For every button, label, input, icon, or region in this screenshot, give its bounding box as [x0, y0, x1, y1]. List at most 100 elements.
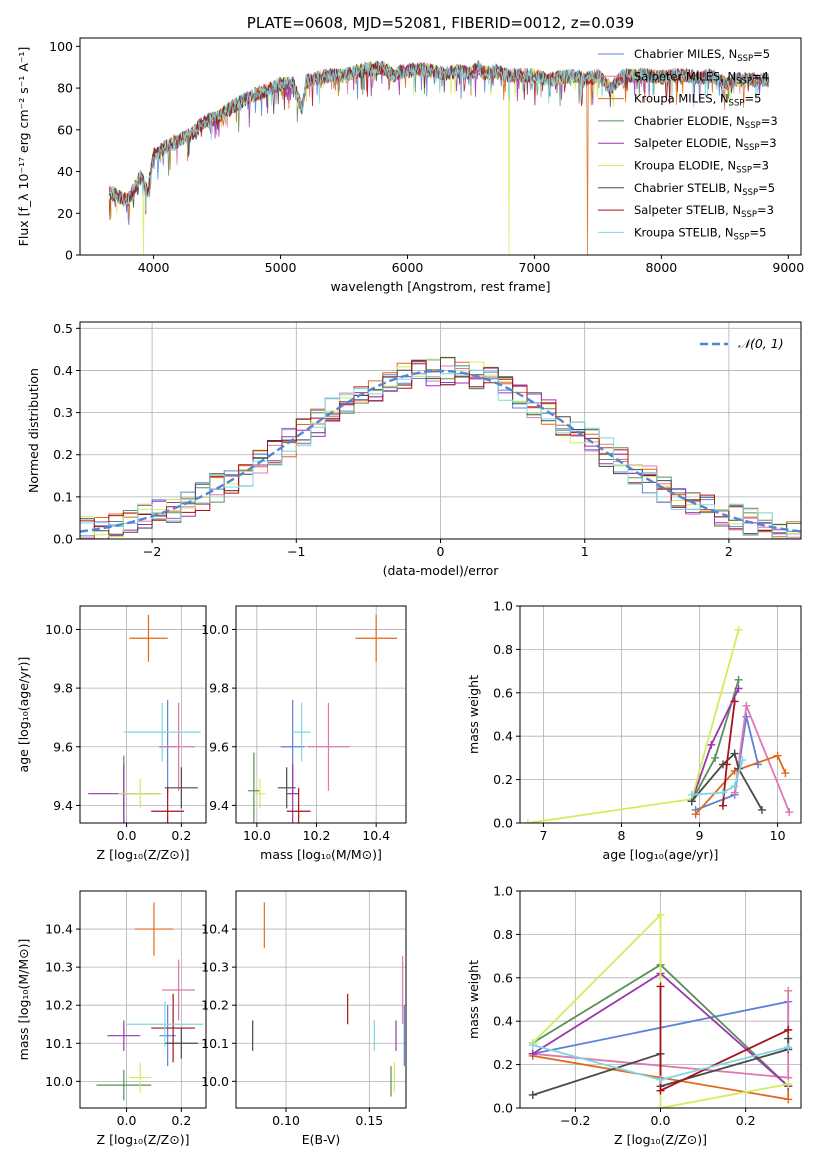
histogram-series — [80, 357, 801, 539]
weight-marker — [528, 1049, 537, 1058]
y-tick-label: 1.0 — [493, 884, 513, 899]
y-tick-label: 10.0 — [45, 622, 73, 637]
x-tick-label: 4000 — [138, 260, 170, 275]
y-tick-label: 0.4 — [493, 1014, 513, 1029]
y-tick-label: 0.3 — [53, 405, 73, 420]
y-tick-label: 0.6 — [493, 685, 513, 700]
x-tick-label: 7000 — [519, 260, 551, 275]
x-tick-label: 0.0 — [651, 1113, 671, 1128]
legend-label-tail: =5 — [749, 225, 766, 239]
axes-frame — [235, 605, 407, 824]
panel-spectrum: 4000 5000 6000 7000 8000 9000 0 20 40 60 80 100 wave… — [16, 14, 804, 294]
x-tick-label: 0.2 — [171, 828, 191, 843]
legend-label: Salpeter MILES, NSSP=4 — [634, 69, 769, 86]
plot-area — [252, 902, 405, 1097]
weight-marker — [523, 819, 532, 823]
legend-label-main: Chabrier STELIB, N — [634, 181, 742, 195]
y-tick-label: 1.0 — [493, 599, 513, 614]
chart-title: PLATE=0608, MJD=52081, FIBERID=0012, z=0… — [247, 14, 634, 32]
axes-frame — [79, 37, 802, 256]
y-tick-label: 20 — [57, 206, 73, 221]
weight-marker — [691, 810, 700, 819]
weight-marker — [742, 712, 751, 721]
x-tick-label: 10.4 — [362, 828, 390, 843]
y-tick-label: 0.2 — [53, 447, 73, 462]
x-tick-label: 0.2 — [171, 1113, 191, 1128]
weight-marker — [734, 625, 743, 634]
plot-area — [108, 59, 770, 255]
y-tick-label: 0.1 — [53, 489, 73, 504]
legend-label-sub: SSP — [745, 121, 761, 131]
x-axis-label: (data-model)/error — [383, 563, 500, 578]
weight-marker — [722, 760, 731, 769]
y-tick-label: 0.0 — [493, 816, 513, 831]
y-tick-label: 0 — [65, 248, 73, 263]
y-tick-label: 0.8 — [493, 927, 513, 942]
x-tick-label: 10.0 — [243, 828, 271, 843]
legend-label-sub: SSP — [729, 99, 745, 109]
legend-label-main: Salpeter STELIB, N — [634, 203, 741, 217]
histogram-series — [80, 365, 801, 539]
x-tick-label: 8000 — [645, 260, 677, 275]
x-axis-label: wavelength [Angstrom, rest frame] — [330, 279, 550, 294]
weight-series-line — [691, 759, 744, 796]
y-tick-label: 10.0 — [201, 622, 229, 637]
legend-label-sub: SSP — [736, 76, 752, 86]
weight-marker — [785, 808, 794, 817]
panel-age_vs_Z: 0.0 0.2 9.4 9.6 9.8 10.0 Z [log₁₀(Z/Z⊙)] age [l… — [16, 605, 207, 862]
x-axis-label: Z [log₁₀(Z/Z⊙)] — [97, 1132, 190, 1147]
legend-label: Chabrier STELIB, NSSP=5 — [634, 181, 775, 198]
y-tick-label: 80 — [57, 81, 73, 96]
x-axis-label: E(B-V) — [302, 1132, 341, 1147]
weight-marker — [773, 751, 782, 760]
y-axis-label: mass weight — [466, 675, 481, 754]
y-tick-label: 10.3 — [45, 960, 73, 975]
y-axis-label: mass [log₁₀(M/M⊙)] — [16, 939, 31, 1061]
x-axis-label: mass [log₁₀(M/M⊙)] — [260, 847, 382, 862]
y-tick-label: 10.3 — [201, 960, 229, 975]
weight-marker — [742, 701, 751, 710]
y-tick-label: 10.2 — [201, 998, 229, 1013]
weight-marker — [738, 756, 747, 765]
y-axis-label: age [log₁₀(age/yr)] — [16, 657, 31, 773]
axes-frame — [235, 890, 407, 1109]
plot-area — [528, 910, 793, 1108]
weight-marker — [784, 1095, 793, 1104]
y-tick-label: 0.0 — [53, 532, 73, 547]
legend-label-sub: SSP — [741, 210, 757, 220]
legend-label-tail: =3 — [752, 159, 769, 173]
x-tick-label: 10 — [770, 828, 786, 843]
y-tick-label: 10.1 — [201, 1036, 229, 1051]
legend-label-sub: SSP — [737, 54, 753, 64]
weight-marker — [707, 740, 716, 749]
x-axis-label: Z [log₁₀(Z/Z⊙)] — [614, 1132, 707, 1147]
weight-marker — [718, 801, 727, 810]
weight-marker — [528, 1041, 537, 1050]
legend-label-tail: =5 — [753, 47, 770, 61]
legend-label-main: Kroupa ELODIE, N — [634, 159, 736, 173]
y-tick-label: 0.4 — [53, 363, 73, 378]
y-tick-label: 0.0 — [493, 1101, 513, 1116]
legend-label-tail: =4 — [752, 69, 769, 83]
x-tick-label: 0.10 — [272, 1113, 300, 1128]
legend-label-main: Kroupa STELIB, N — [634, 225, 734, 239]
legend-label-sub: SSP — [744, 143, 760, 153]
legend-label-main: Salpeter MILES, N — [634, 69, 736, 83]
y-tick-label: 0.2 — [493, 1057, 513, 1072]
y-axis-label: mass weight — [466, 960, 481, 1039]
y-tick-label: 9.8 — [53, 681, 73, 696]
weight-marker — [656, 1104, 665, 1108]
y-axis-label: Flux [f_λ 10⁻¹⁷ erg cm⁻² s⁻¹ A⁻¹] — [16, 47, 31, 247]
normal-curve — [80, 369, 801, 533]
legend-label: Salpeter ELODIE, NSSP=3 — [634, 136, 777, 153]
y-tick-label: 0.4 — [493, 729, 513, 744]
y-tick-label: 10.0 — [201, 1074, 229, 1089]
panel-weight_vs_age: 7 8 9 10 0.0 0.2 0.4 0.6 0.8 1.0 age [log₁₀(age/yr… — [466, 599, 802, 862]
x-tick-label: 2 — [725, 544, 733, 559]
x-tick-label: 6000 — [392, 260, 424, 275]
y-tick-label: 9.6 — [53, 739, 73, 754]
plot-area — [88, 614, 201, 823]
weight-marker — [784, 1034, 793, 1043]
y-tick-label: 10.1 — [45, 1036, 73, 1051]
weight-marker — [730, 749, 739, 758]
